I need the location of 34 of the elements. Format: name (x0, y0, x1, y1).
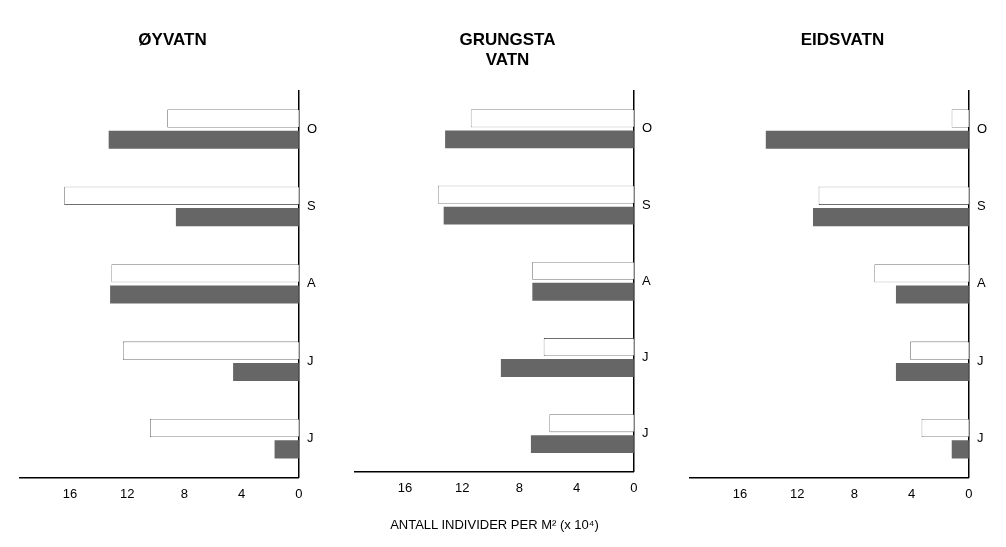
x-tick-label: 12 (455, 480, 470, 496)
x-tick-label: 0 (295, 485, 303, 501)
x-tick-label: 4 (908, 485, 916, 501)
x-tick-label: 16 (397, 480, 413, 496)
y-tick-label: O (641, 120, 653, 136)
y-tick-label: A (306, 275, 316, 291)
x-tick-label: 12 (790, 485, 805, 501)
x-tick-label: 8 (850, 485, 859, 501)
x-tick-label: 12 (120, 485, 135, 501)
y-tick-label: A (976, 275, 986, 291)
y-tick-label: O (976, 120, 988, 136)
x-tick-label: 16 (62, 485, 78, 501)
y-tick-label: O (306, 120, 318, 136)
y-tick-label: A (641, 272, 651, 288)
chart-title: EIDSVATN (800, 29, 885, 49)
chart-title: GRUNGSTA VATN (459, 29, 556, 70)
y-tick-label: J (306, 430, 314, 446)
y-tick-label: S (306, 198, 316, 214)
x-axis-title: ANTALL INDIVIDER PER M² (x 10⁴) (390, 516, 599, 532)
x-tick-label: 4 (573, 480, 581, 496)
x-tick-label: 0 (965, 485, 973, 501)
y-tick-label: J (306, 352, 314, 368)
y-tick-label: S (976, 198, 986, 214)
y-tick-label: J (976, 430, 984, 446)
x-tick-label: 0 (630, 480, 638, 496)
x-tick-label: 8 (515, 480, 524, 496)
y-tick-label: J (641, 425, 649, 441)
y-tick-label: S (641, 196, 651, 212)
chart-title: ØYVATN (138, 29, 207, 49)
y-tick-label: J (641, 349, 649, 365)
x-tick-label: 16 (732, 485, 748, 501)
y-tick-label: J (976, 352, 984, 368)
x-tick-label: 8 (180, 485, 189, 501)
x-tick-label: 4 (238, 485, 246, 501)
